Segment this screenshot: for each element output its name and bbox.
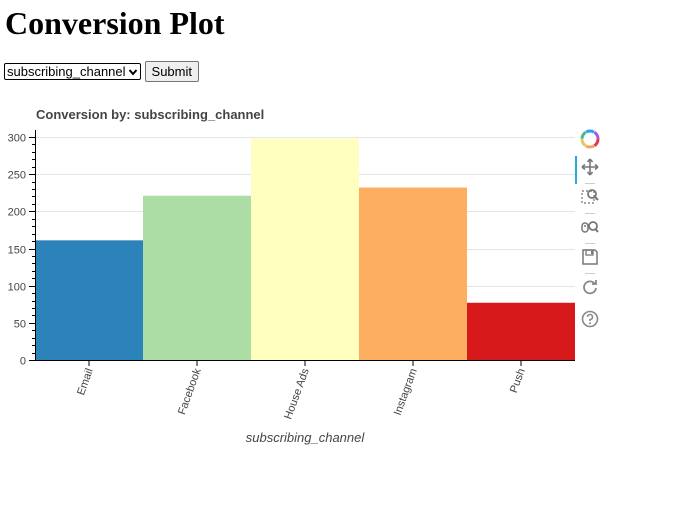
y-tick-label: 0	[20, 356, 26, 368]
bar-email	[35, 240, 143, 360]
toolbar-separator	[585, 213, 595, 214]
bars	[35, 138, 575, 360]
submit-button[interactable]: Submit	[144, 61, 199, 82]
reset-icon[interactable]	[575, 274, 605, 300]
wheel-zoom-icon[interactable]	[575, 214, 605, 240]
toolbar-separator	[585, 243, 595, 244]
help-icon[interactable]	[575, 306, 605, 332]
channel-select-value: subscribing_channel	[7, 64, 126, 79]
toolbar-separator	[585, 273, 595, 274]
y-tick-label: 250	[8, 170, 26, 182]
chevron-down-icon	[128, 68, 137, 76]
y-tick-label: 100	[8, 282, 26, 294]
page-title: Conversion Plot	[5, 5, 225, 41]
bar-push	[467, 302, 575, 360]
toolbar-separator	[585, 183, 595, 184]
save-icon[interactable]	[575, 244, 605, 270]
box-zoom-icon[interactable]	[575, 184, 605, 210]
pan-icon[interactable]	[575, 154, 605, 184]
bar-instagram	[359, 187, 467, 360]
bokeh-logo-icon[interactable]	[575, 126, 605, 152]
x-axis-label: subscribing_channel	[246, 430, 366, 445]
y-tick-label: 50	[14, 319, 26, 331]
x-tick-label: Facebook	[176, 366, 204, 416]
channel-form: subscribing_channel Submit	[4, 61, 199, 82]
chart-title: Conversion by: subscribing_channel	[36, 107, 265, 122]
y-tick-label: 300	[8, 133, 26, 145]
x-tick-label: House Ads	[282, 366, 312, 421]
x-tick-label: Email	[75, 367, 96, 397]
x-tick-label: Instagram	[392, 367, 420, 417]
bar-facebook	[143, 195, 251, 360]
channel-select[interactable]: subscribing_channel	[4, 63, 141, 80]
y-tick-label: 200	[8, 207, 26, 219]
bar-house-ads	[251, 138, 359, 360]
x-tick-label: Push	[508, 367, 528, 395]
y-tick-label: 150	[8, 245, 26, 257]
